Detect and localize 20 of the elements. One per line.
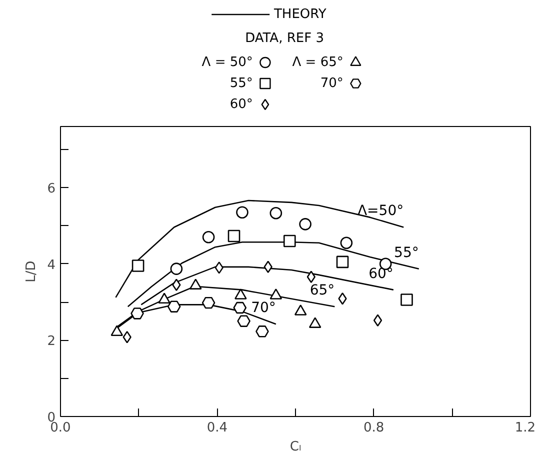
legend-label: Λ = 65° [292, 55, 344, 70]
series-label: 70° [251, 300, 276, 316]
y-tick-label: 4 [47, 258, 56, 273]
series-label: Λ=50° [357, 203, 404, 220]
legend-title: DATA, REF 3 [245, 31, 324, 46]
legend-label: 70° [320, 76, 344, 91]
legend-label: 55° [230, 76, 253, 91]
series-label: 55° [394, 244, 419, 261]
text: THEORY [272, 7, 326, 22]
legend-label: Λ = 50° [202, 55, 253, 70]
series-label: 65° [310, 282, 335, 299]
x-axis-title: Cₗ [290, 440, 302, 454]
x-tick-label: 1.2 [514, 420, 535, 436]
x-tick-label: 0.8 [363, 420, 384, 436]
legend-label: 60° [230, 97, 253, 112]
x-tick-label: 0.0 [50, 420, 71, 436]
y-tick-label: 6 [47, 182, 56, 197]
y-tick-label: 2 [47, 334, 56, 350]
x-tick-label: 0.4 [206, 420, 228, 436]
y-axis-title: L/D [24, 260, 40, 282]
